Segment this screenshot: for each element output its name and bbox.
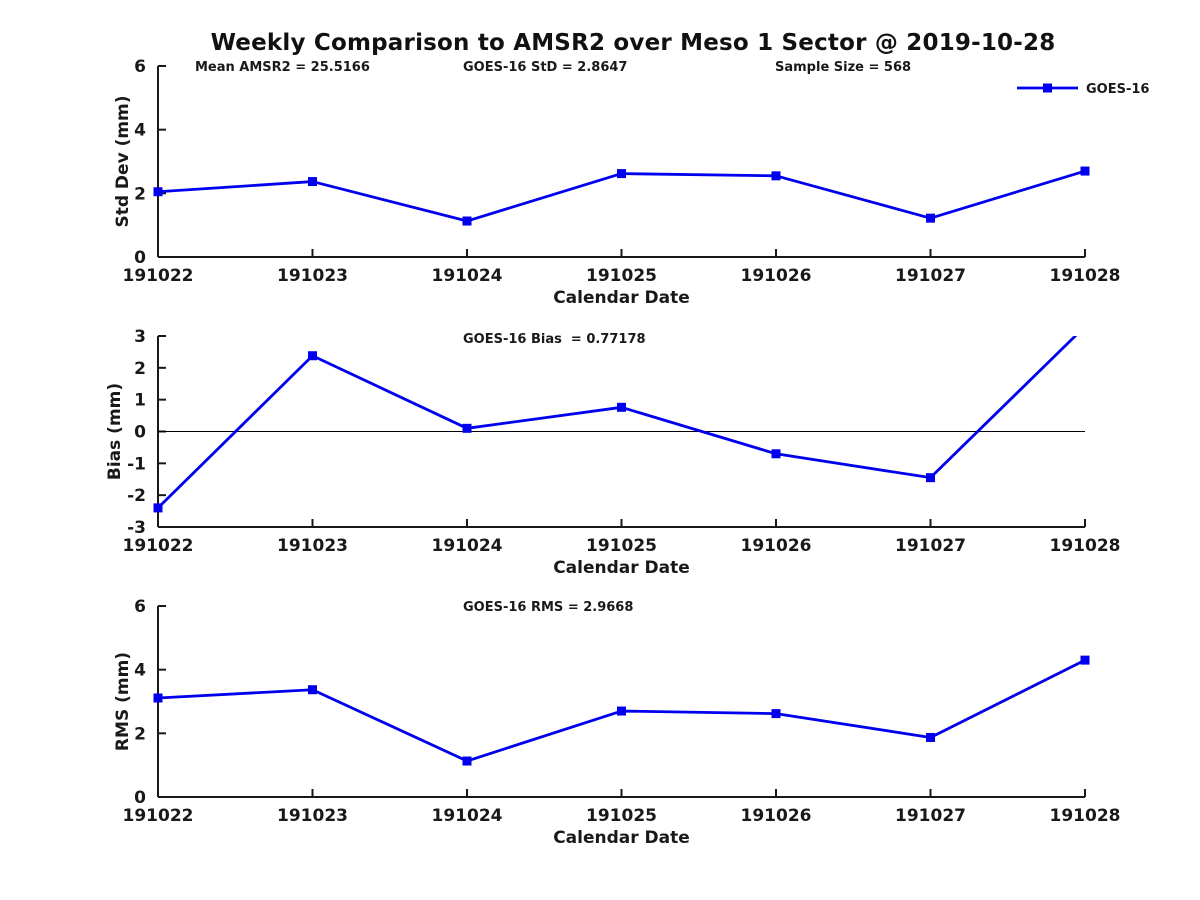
y-tick-label: 4 [134,661,146,681]
goes-16-series [153,655,1090,766]
data-point-marker [617,706,626,716]
x-tick-label: 191028 [1050,806,1121,826]
data-point-marker [1080,166,1090,176]
x-tick-label: 191023 [277,266,348,286]
x-tick-label: 191024 [432,806,503,826]
data-point-marker [462,756,472,766]
x-axis-label: Calendar Date [553,828,690,848]
y-tick-label: 4 [134,121,146,141]
data-point-marker [153,187,163,197]
figure-title: Weekly Comparison to AMSR2 over Meso 1 S… [210,30,1056,56]
legend-label: GOES-16 [1086,82,1149,97]
y-tick-label: 0 [134,423,146,443]
x-axis-label: Calendar Date [553,288,690,308]
x-tick-label: 191028 [1050,536,1121,556]
x-tick-label: 191026 [741,266,812,286]
x-tick-label: 191028 [1050,266,1121,286]
data-point-marker [308,351,317,361]
x-tick-label: 191026 [741,536,812,556]
data-point-marker [153,693,163,703]
data-point-marker [1080,655,1090,665]
x-tick-label: 191027 [895,266,966,286]
x-tick-label: 191024 [432,266,503,286]
y-tick-label: 2 [134,359,146,379]
subplot-std_dev: 0 2 4 6 191022 191023 191024 191025 191026 191027… [113,57,1149,308]
goes-16-series [153,322,1090,513]
data-point-marker [771,709,781,719]
y-tick-label: 1 [134,391,146,411]
annotation-text: GOES-16 Bias = 0.77178 [463,332,646,347]
data-point-marker [308,177,317,187]
x-tick-label: 191026 [741,806,812,826]
x-tick-label: 191022 [123,806,194,826]
y-tick-label: 6 [134,57,146,77]
subplot-bias: -3 -2 -1 0 1 2 3 191022 191023 191024 191025 191026… [105,322,1121,578]
legend: GOES-16 [1017,82,1149,97]
subplot-rms: 0 2 4 6 191022 191023 191024 191025 191026 191027… [113,597,1120,848]
annotation-text: Mean AMSR2 = 25.5166 [195,60,370,75]
y-tick-label: 0 [134,248,146,268]
x-tick-label: 191027 [895,536,966,556]
data-point-marker [462,216,472,226]
x-tick-label: 191024 [432,536,503,556]
data-point-marker [926,473,935,483]
data-point-marker [462,423,472,433]
y-tick-label: 0 [134,788,146,808]
x-tick-label: 191025 [586,266,657,286]
y-axis-label: Bias (mm) [105,383,125,480]
data-point-marker [153,503,163,513]
x-tick-label: 191022 [123,266,194,286]
y-tick-label: 3 [134,327,146,347]
annotation-text: GOES-16 RMS = 2.9668 [463,600,633,615]
y-tick-label: -3 [127,518,146,538]
x-tick-label: 191025 [586,806,657,826]
x-tick-label: 191022 [123,536,194,556]
data-point-marker [926,213,935,223]
annotation-text: GOES-16 StD = 2.8647 [463,60,627,75]
goes-16-line [157,169,1086,223]
data-point-marker [771,449,781,459]
y-tick-label: 2 [134,724,146,744]
goes-16-line [157,336,1078,509]
data-point-marker [771,171,781,181]
data-point-marker [308,685,317,695]
y-tick-label: -1 [127,454,146,474]
data-point-marker [617,169,626,179]
x-tick-label: 191023 [277,806,348,826]
y-tick-label: -2 [127,486,146,506]
y-tick-label: 6 [134,597,146,617]
y-axis-label: RMS (mm) [113,652,133,751]
legend-marker [1043,83,1052,93]
x-tick-label: 191027 [895,806,966,826]
x-tick-label: 191025 [586,536,657,556]
data-point-marker [617,402,626,412]
data-point-marker [1081,322,1090,331]
goes-16-series [153,166,1090,226]
data-point-marker [926,732,935,742]
x-tick-label: 191023 [277,536,348,556]
x-axis-label: Calendar Date [553,558,690,578]
y-tick-label: 2 [134,184,146,204]
annotation-text: Sample Size = 568 [775,60,911,75]
y-axis-label: Std Dev (mm) [113,95,133,227]
